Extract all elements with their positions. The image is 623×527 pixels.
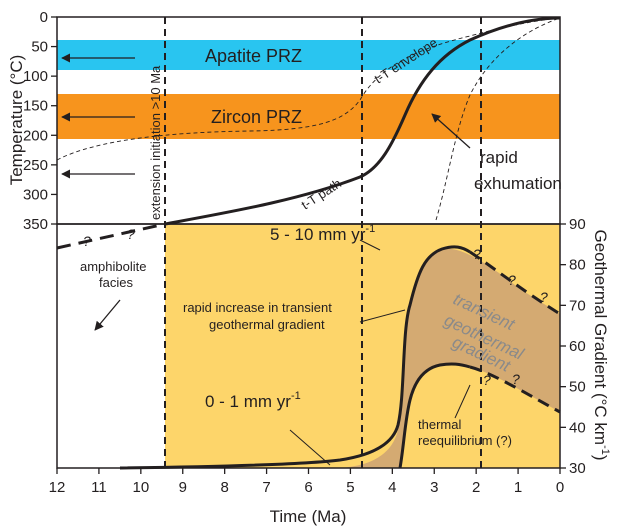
thermal-label-2: reequilibrium (?): [418, 433, 512, 448]
apatite-prz-label: Apatite PRZ: [205, 46, 302, 66]
right-axis-label: Geothermal Gradient (°C km-1): [591, 229, 611, 460]
question-mark: ?: [83, 233, 91, 249]
leader-thermal: [454, 384, 471, 419]
x-tick-label: 4: [388, 479, 396, 496]
question-mark: ?: [473, 246, 481, 262]
x-tick-label: 12: [49, 479, 66, 496]
x-tick-label: 2: [472, 479, 480, 496]
x-tick-label: 3: [430, 479, 438, 496]
x-axis-label: Time (Ma): [270, 507, 347, 526]
x-tick-label: 7: [262, 479, 270, 496]
right-tick-label: 90: [569, 216, 586, 233]
leader-increase: [359, 309, 406, 323]
left-tick-label: 350: [23, 216, 48, 233]
extension-label: extension initiation >10 Ma: [148, 65, 163, 220]
fast-rate-curve-dashed: [469, 250, 561, 316]
left-tick-label: 250: [23, 157, 48, 174]
x-tick-label: 11: [91, 479, 107, 496]
x-tick-label: 10: [132, 479, 149, 496]
x-tick-label: 1: [514, 479, 522, 496]
lower-curve-dashed: [469, 365, 561, 414]
arrow-rapid-exhumation: [431, 113, 471, 149]
leader-fast-rate: [359, 239, 381, 251]
rate-fast-label: 5 - 10 mm yr-1: [270, 223, 375, 244]
zircon-prz-label: Zircon PRZ: [211, 107, 302, 127]
left-tick-label: 0: [40, 9, 48, 26]
question-mark: ?: [512, 371, 520, 387]
x-tick-label: 0: [556, 479, 564, 496]
left-tick-label: 300: [23, 186, 48, 203]
amphibolite-label: amphibolite: [80, 259, 147, 274]
left-tick-label: 100: [23, 68, 48, 85]
transient-geothermal-field: [340, 248, 560, 468]
increase-label-1: rapid increase in transient: [183, 300, 332, 315]
x-tick-label: 5: [346, 479, 354, 496]
tt-path: [164, 16, 561, 226]
thermal-label-1: thermal: [418, 417, 461, 432]
facies-label: facies: [99, 275, 133, 290]
tt-envelope-lower: [435, 17, 561, 221]
right-tick-label: 70: [569, 297, 586, 314]
zircon-prz-band: [57, 94, 560, 139]
slow-rate-curve: [119, 245, 471, 470]
x-tick-label: 9: [179, 479, 187, 496]
lower-curve: [398, 362, 471, 469]
question-mark: ?: [483, 372, 491, 388]
right-tick-label: 50: [569, 379, 586, 396]
right-tick-label: 30: [569, 460, 586, 477]
question-mark: ?: [508, 272, 516, 288]
x-tick-label: 6: [304, 479, 312, 496]
exhumation-label: exhumation: [474, 174, 562, 193]
question-mark: ?: [540, 289, 548, 305]
left-tick-label: 50: [31, 39, 48, 56]
x-tick-label: 8: [220, 479, 228, 496]
right-tick-label: 60: [569, 338, 586, 355]
apatite-prz-band: [57, 40, 560, 70]
left-tick-label: 150: [23, 98, 48, 115]
left-tick-label: 200: [23, 127, 48, 144]
arrow-amphibolite: [94, 299, 121, 331]
question-mark: ?: [127, 226, 135, 242]
rapid-label: rapid: [480, 148, 518, 167]
left-axis-label: Temperature (°C): [7, 55, 26, 186]
increase-label-2: geothermal gradient: [209, 317, 325, 332]
leader-slow-rate: [289, 429, 331, 466]
right-tick-label: 40: [569, 419, 586, 436]
rate-slow-label: 0 - 1 mm yr-1: [205, 390, 301, 411]
right-tick-label: 80: [569, 257, 586, 274]
tt-path-extension: [56, 222, 166, 250]
